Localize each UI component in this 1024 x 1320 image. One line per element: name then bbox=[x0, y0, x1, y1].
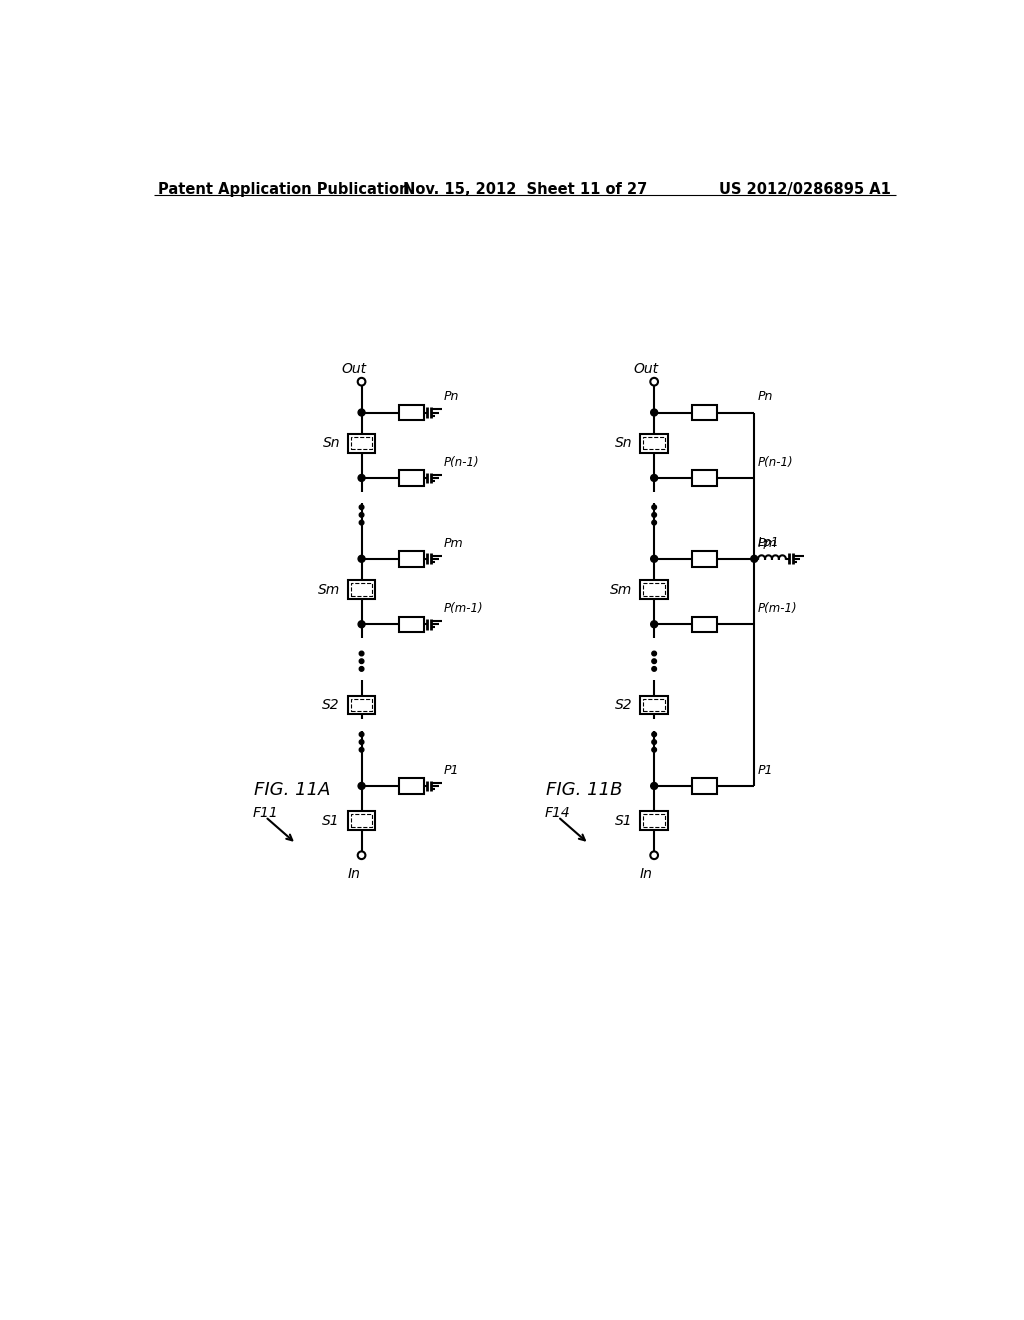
Bar bbox=[399, 779, 424, 793]
Text: P(n-1): P(n-1) bbox=[444, 455, 479, 469]
Bar bbox=[692, 470, 717, 486]
Circle shape bbox=[358, 556, 365, 562]
Circle shape bbox=[652, 659, 656, 664]
Circle shape bbox=[652, 667, 656, 671]
Circle shape bbox=[650, 409, 657, 416]
Circle shape bbox=[652, 651, 656, 656]
Text: P1: P1 bbox=[758, 764, 773, 776]
Circle shape bbox=[652, 739, 656, 744]
Circle shape bbox=[359, 659, 364, 664]
Text: F11: F11 bbox=[252, 807, 278, 820]
Bar bbox=[351, 583, 373, 595]
Circle shape bbox=[357, 851, 366, 859]
Text: Pn: Pn bbox=[444, 391, 460, 404]
Bar bbox=[399, 405, 424, 420]
Text: S2: S2 bbox=[615, 698, 633, 711]
Circle shape bbox=[650, 378, 658, 385]
Text: US 2012/0286895 A1: US 2012/0286895 A1 bbox=[720, 182, 891, 197]
Circle shape bbox=[359, 747, 364, 752]
Text: S1: S1 bbox=[615, 813, 633, 828]
Bar bbox=[348, 812, 376, 830]
Bar bbox=[351, 437, 373, 449]
Text: Out: Out bbox=[634, 362, 659, 376]
Text: P(m-1): P(m-1) bbox=[444, 602, 483, 615]
Text: P(m-1): P(m-1) bbox=[758, 602, 798, 615]
Text: S1: S1 bbox=[323, 813, 340, 828]
Circle shape bbox=[357, 378, 366, 385]
Circle shape bbox=[652, 506, 656, 510]
Circle shape bbox=[359, 739, 364, 744]
Circle shape bbox=[359, 733, 364, 737]
Text: In: In bbox=[640, 867, 653, 880]
Circle shape bbox=[359, 520, 364, 525]
Circle shape bbox=[358, 620, 365, 628]
Circle shape bbox=[650, 620, 657, 628]
Circle shape bbox=[650, 556, 657, 562]
Bar bbox=[399, 552, 424, 566]
Bar bbox=[351, 814, 373, 826]
Bar bbox=[348, 581, 376, 599]
Circle shape bbox=[652, 733, 656, 737]
Text: Lp1: Lp1 bbox=[758, 536, 779, 549]
Bar bbox=[643, 437, 665, 449]
Circle shape bbox=[652, 520, 656, 525]
Bar bbox=[640, 696, 668, 714]
Bar bbox=[348, 696, 376, 714]
Circle shape bbox=[650, 851, 658, 859]
Bar bbox=[643, 700, 665, 711]
Text: P(n-1): P(n-1) bbox=[758, 455, 794, 469]
Bar bbox=[692, 552, 717, 566]
Text: FIG. 11B: FIG. 11B bbox=[547, 781, 623, 799]
Text: S2: S2 bbox=[323, 698, 340, 711]
Text: Pm: Pm bbox=[444, 536, 464, 549]
Text: F14: F14 bbox=[545, 807, 570, 820]
Bar bbox=[692, 616, 717, 632]
Bar bbox=[692, 405, 717, 420]
Text: P1: P1 bbox=[444, 764, 460, 776]
Circle shape bbox=[652, 512, 656, 517]
Bar bbox=[692, 779, 717, 793]
Bar bbox=[643, 814, 665, 826]
Circle shape bbox=[751, 556, 758, 562]
Circle shape bbox=[358, 783, 365, 789]
Text: Sn: Sn bbox=[615, 437, 633, 450]
Text: In: In bbox=[347, 867, 360, 880]
Bar bbox=[399, 470, 424, 486]
Bar bbox=[640, 434, 668, 453]
Circle shape bbox=[359, 667, 364, 671]
Text: Sm: Sm bbox=[610, 582, 633, 597]
Circle shape bbox=[652, 747, 656, 752]
Bar bbox=[640, 581, 668, 599]
Text: Pn: Pn bbox=[758, 391, 773, 404]
Bar bbox=[351, 700, 373, 711]
Circle shape bbox=[359, 651, 364, 656]
Bar bbox=[640, 812, 668, 830]
Circle shape bbox=[359, 512, 364, 517]
Circle shape bbox=[359, 506, 364, 510]
Circle shape bbox=[358, 474, 365, 482]
Text: FIG. 11A: FIG. 11A bbox=[254, 781, 331, 799]
Circle shape bbox=[650, 474, 657, 482]
Bar bbox=[643, 583, 665, 595]
Circle shape bbox=[358, 409, 365, 416]
Text: Sn: Sn bbox=[323, 437, 340, 450]
Text: Out: Out bbox=[341, 362, 367, 376]
Text: Sm: Sm bbox=[317, 582, 340, 597]
Text: Nov. 15, 2012  Sheet 11 of 27: Nov. 15, 2012 Sheet 11 of 27 bbox=[402, 182, 647, 197]
Circle shape bbox=[650, 783, 657, 789]
Bar bbox=[348, 434, 376, 453]
Text: Patent Application Publication: Patent Application Publication bbox=[159, 182, 410, 197]
Text: Pm: Pm bbox=[758, 536, 778, 549]
Bar bbox=[399, 616, 424, 632]
